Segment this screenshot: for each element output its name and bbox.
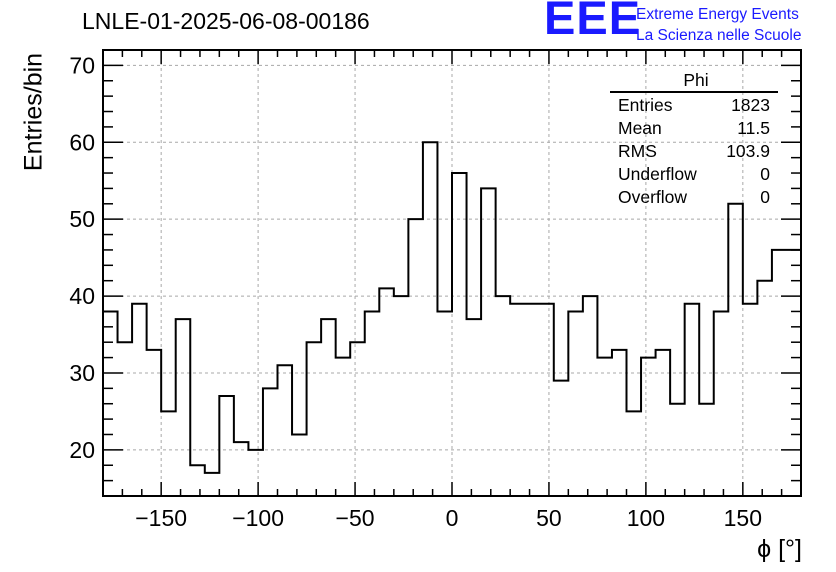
x-axis-label: ϕ [°] — [757, 535, 802, 563]
stats-label: Underflow — [618, 164, 697, 184]
logo-line-2: La Scienza nelle Scuole — [636, 27, 802, 44]
y-tick-label: 60 — [69, 129, 95, 155]
y-tick-label: 30 — [69, 360, 95, 386]
x-tick-label: −150 — [135, 505, 187, 531]
x-tick-label: −50 — [336, 505, 375, 531]
y-tick-label: 50 — [69, 206, 95, 232]
plot-frame — [102, 49, 802, 497]
stats-value: 11.5 — [737, 118, 770, 138]
x-tick-label: −100 — [232, 505, 284, 531]
stats-label: Mean — [618, 118, 662, 138]
histogram-title: LNLE-01-2025-06-08-00186 — [82, 8, 370, 34]
stats-value: 103.9 — [726, 141, 770, 161]
stats-title: Phi — [610, 70, 778, 93]
stats-row-overflow: Overflow 0 — [610, 186, 778, 209]
stats-label: Entries — [618, 95, 673, 115]
stats-row-underflow: Underflow 0 — [610, 163, 778, 186]
stats-value: 1823 — [731, 95, 770, 115]
stats-row-entries: Entries 1823 — [610, 94, 778, 117]
tick-labels: −150 −100 −50 0 50 100 150 20 30 40 50 60 70 — [69, 52, 762, 531]
stats-value: 0 — [760, 187, 770, 207]
y-tick-label: 20 — [69, 437, 95, 463]
stats-row-mean: Mean 11.5 — [610, 117, 778, 140]
logo-line-1: Extreme Energy Events — [636, 6, 799, 23]
y-tick-label: 40 — [69, 283, 95, 309]
stats-label: Overflow — [618, 187, 688, 207]
grid-lines — [103, 50, 801, 496]
x-tick-label: 50 — [536, 505, 562, 531]
x-tick-label: 150 — [724, 505, 762, 531]
stats-box: Phi Entries 1823 Mean 11.5 RMS 103.9 Underf… — [610, 70, 778, 209]
eee-logo: EEE — [544, 0, 642, 44]
y-tick-label: 70 — [69, 52, 95, 78]
stats-row-rms: RMS 103.9 — [610, 140, 778, 163]
histogram-line — [103, 141, 801, 474]
x-tick-label: 100 — [627, 505, 665, 531]
eee-logo-text: Extreme Energy Events La Scienza nelle S… — [636, 4, 801, 46]
stats-label: RMS — [618, 141, 657, 161]
stats-value: 0 — [760, 164, 770, 184]
x-tick-label: 0 — [446, 505, 459, 531]
